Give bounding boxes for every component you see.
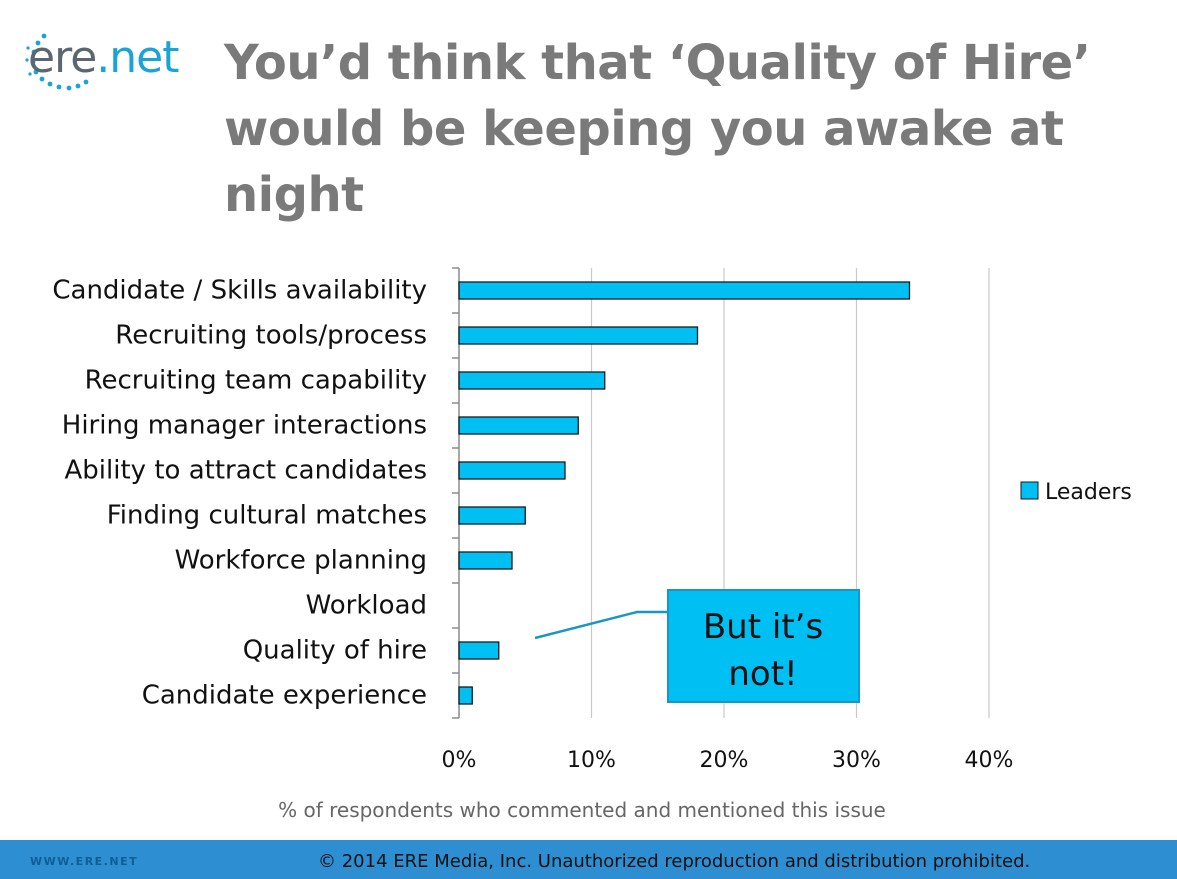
bar — [458, 281, 911, 300]
bar-chart: Candidate / Skills availability Recruitin… — [52, 267, 1132, 822]
logo-dot — [31, 49, 37, 55]
category-labels: Candidate / Skills availability Recruitin… — [52, 276, 427, 711]
callout-pointer — [534, 610, 668, 640]
category-label: Ability to attract candidates — [65, 456, 427, 486]
legend: Leaders — [1020, 480, 1132, 505]
category-label: Candidate / Skills availability — [52, 276, 427, 306]
callout-text-line-2: not! — [728, 654, 797, 694]
category-label: Candidate experience — [142, 681, 427, 711]
legend-swatch — [1020, 481, 1039, 500]
logo-dot — [33, 69, 39, 75]
logo-dot — [28, 72, 32, 76]
x-tick-label: 40% — [965, 748, 1014, 773]
footer-copyright: © 2014 ERE Media, Inc. Unauthorized repr… — [318, 851, 1031, 872]
category-label: Workforce planning — [175, 546, 427, 576]
bar — [458, 686, 473, 705]
callout: But it’s not! — [534, 589, 860, 703]
logo-dot — [25, 58, 29, 62]
logo-dot — [30, 59, 36, 65]
x-tick-label: 30% — [832, 748, 881, 773]
logo-suffix: .net — [96, 32, 179, 83]
logo-dot — [66, 85, 72, 91]
bar — [458, 416, 579, 435]
logo-dot — [56, 84, 62, 90]
category-label: Workload — [306, 591, 427, 621]
callout-text-line-1: But it’s — [703, 607, 823, 647]
x-tick-label: 10% — [567, 748, 616, 773]
bars — [458, 281, 911, 705]
legend-label: Leaders — [1045, 480, 1132, 505]
footer-bar: WWW.ERE.NET © 2014 ERE Media, Inc. Unaut… — [0, 840, 1177, 879]
category-label: Recruiting tools/process — [115, 321, 427, 351]
bar — [458, 371, 606, 390]
logo-dot — [39, 76, 45, 82]
x-tick-label: 20% — [700, 748, 749, 773]
y-axis — [452, 267, 460, 719]
slide-title-line-1: You’d think that ‘Quality of Hire’ — [224, 35, 1091, 91]
x-tick-labels: 0% 10% 20% 30% 40% — [442, 748, 1014, 773]
logo-dot — [35, 40, 41, 46]
category-label: Hiring manager interactions — [62, 411, 427, 441]
category-label: Quality of hire — [243, 636, 427, 666]
ere-logo-mark — [25, 33, 89, 91]
logo-dot — [41, 33, 47, 39]
bar — [458, 461, 566, 480]
x-axis-title: % of respondents who commented and menti… — [278, 798, 886, 822]
category-label: Finding cultural matches — [107, 501, 427, 531]
x-tick-label: 0% — [442, 748, 477, 773]
bar — [458, 551, 513, 570]
bar — [458, 326, 699, 345]
logo-dot — [47, 81, 53, 87]
callout-box — [667, 589, 860, 703]
footer-url: WWW.ERE.NET — [30, 855, 139, 868]
slide-title-line-2: would be keeping you awake at night — [224, 101, 1064, 223]
logo-dot — [75, 83, 81, 89]
bar — [458, 506, 526, 525]
logo-dot — [26, 46, 30, 50]
slide-title: You’d think that ‘Quality of Hire’ would… — [224, 30, 1164, 228]
ere-logo: ere.net — [28, 32, 179, 83]
logo-brand: ere — [28, 32, 97, 83]
category-label: Recruiting team capability — [85, 366, 427, 396]
logo-dot — [83, 79, 89, 85]
bar — [458, 641, 500, 660]
